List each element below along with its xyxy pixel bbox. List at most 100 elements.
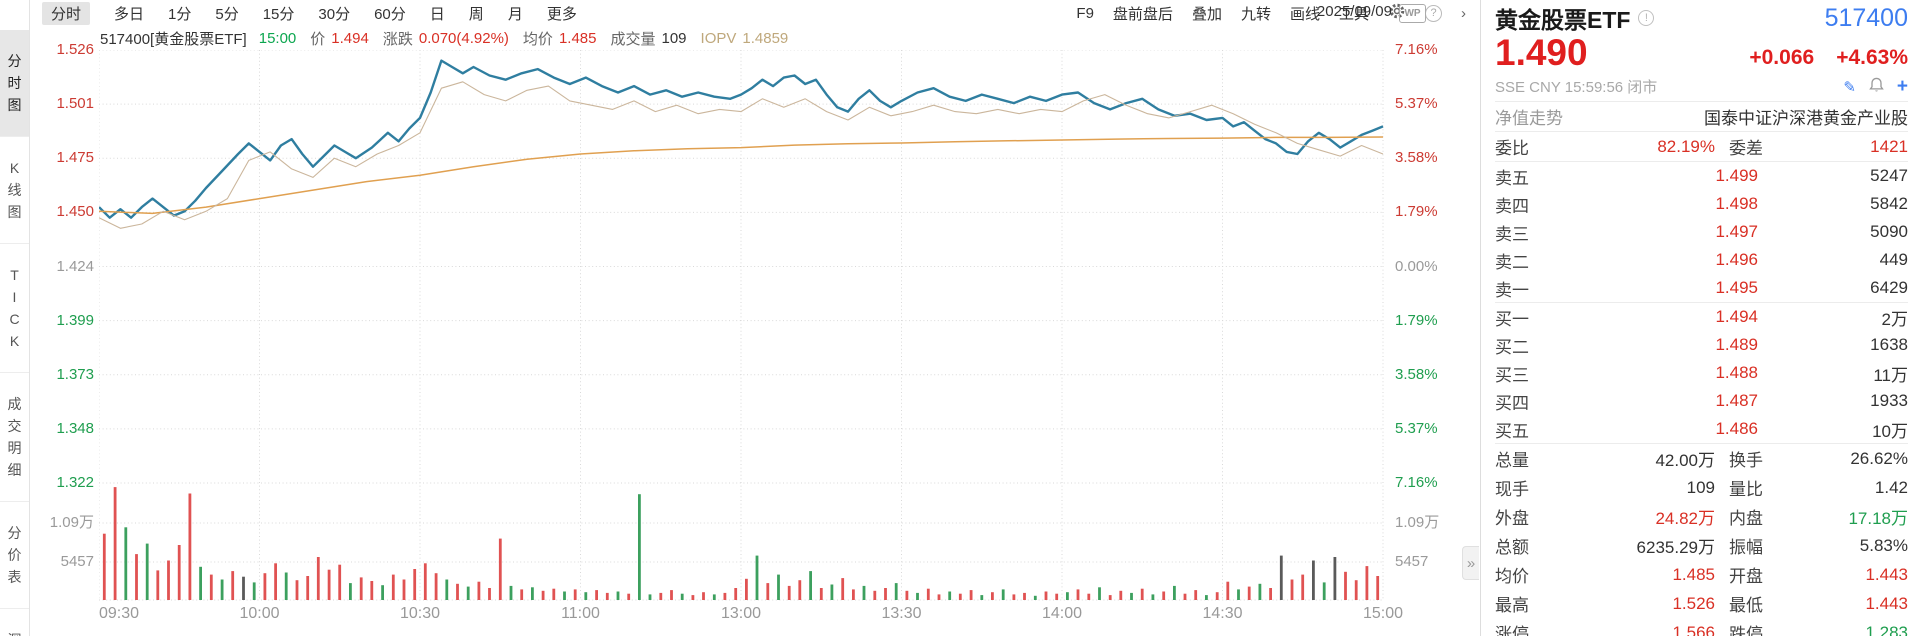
main-area: 分时 多日 1分 5分 15分 30分 60分 日 周 月 更多 F9 盘前盘后 叠加 九转 画线 工具? › 5… [30,0,1480,636]
bell-icon[interactable] [1869,77,1884,97]
timeshare-chart[interactable] [99,50,1399,610]
ask-row[interactable]: 卖四 1.498 5842 [1495,190,1908,218]
toolbar-pre-post-market[interactable]: 盘前盘后 [1112,5,1173,23]
toolbar-f9[interactable]: F9 [1076,4,1094,22]
volume-bar [862,585,866,600]
wp-window-icon[interactable]: WP [1399,4,1426,23]
series-均价 [99,136,1384,215]
volume-bar [284,572,288,600]
volume-bar [1108,595,1112,600]
sidebar-item-depth[interactable]: 深度 [0,609,29,636]
volume-bar [809,571,812,600]
sidebar-item-price-table[interactable]: 分价表 [0,502,29,609]
edit-icon[interactable]: ✎ [1843,78,1856,96]
volume-bar [1279,555,1283,600]
stat-value: 1.283 [1865,622,1908,636]
axis-label: 7.16% [1395,474,1438,491]
volume-bar [777,574,780,600]
bid-row[interactable]: 买五 1.486 10万 [1495,415,1908,443]
volume-bar [958,593,962,600]
volume-bar [1194,590,1198,600]
volume-bar [798,580,802,600]
toolbar-draw-line[interactable]: 画线 [1289,5,1320,23]
sidebar-item-timeshare[interactable]: 分时图 [0,30,29,137]
tab-more[interactable]: 更多 [546,5,577,23]
x-axis-label: 13:30 [881,605,922,622]
infobar-avg: 1.485 [558,29,597,47]
stat-value: 6235.29万 [1636,538,1715,557]
bid-price: 1.486 [1715,419,1758,438]
volume-bar [423,563,427,600]
bid-row[interactable]: 买三 1.488 11万 [1495,359,1908,387]
ask-row[interactable]: 卖二 1.496 449 [1495,246,1908,274]
volume-bar [1226,581,1230,600]
volume-bar [306,576,310,600]
volume-bar [745,578,748,600]
tab-week[interactable]: 周 [468,5,484,23]
volume-bar [359,577,363,600]
tab-1min[interactable]: 1分 [168,5,192,23]
toolbar-nine-turn[interactable]: 九转 [1240,5,1271,23]
info-icon[interactable]: ! [1638,10,1655,26]
panel-collapse-handle[interactable]: » [1462,546,1479,580]
volume-bar [670,590,673,600]
toolbar-tools[interactable]: 工具 [1338,5,1369,23]
stat-label: 外盘 [1495,509,1529,528]
volume-bar [905,590,909,600]
volume-bar [616,591,620,600]
help-icon[interactable]: ? [1425,4,1442,22]
sidebar-item-trade-detail[interactable]: 成交明细 [0,373,29,502]
volume-bar [274,563,277,600]
volume-bar [242,576,245,600]
infobar-price: 1.494 [331,29,369,47]
sidebar-item-char: K [9,333,20,349]
sidebar-item-char: C [9,311,20,327]
stats-grid: 总量 42.00万 换手 26.62% 现手 109 量比 1.42 外盘 24.82万 内盘 17.… [1495,444,1908,636]
tab-30min[interactable]: 30分 [318,5,351,23]
volume-bar [445,579,449,600]
sidebar-item-char: 深 [8,629,22,636]
tab-15min[interactable]: 15分 [262,5,295,23]
tab-day[interactable]: 日 [429,5,445,23]
toolbar-overlay[interactable]: 叠加 [1191,5,1222,23]
axis-label: 1.399 [56,311,94,329]
stat-value: 109 [1686,477,1715,497]
tab-timeshare[interactable]: 分时 [42,1,91,25]
weicha-label: 委差 [1729,139,1763,158]
x-axis-label: 14:00 [1041,605,1083,622]
volume-bar [830,584,834,600]
volume-bar [456,583,459,600]
x-axis-label: 14:30 [1202,605,1243,622]
x-axis-label: 09:30 [99,605,140,622]
bid-row[interactable]: 买四 1.487 1933 [1495,387,1908,415]
ask-row[interactable]: 卖一 1.495 6429 [1495,274,1908,302]
add-icon[interactable]: + [1896,75,1908,97]
ask-row[interactable]: 卖三 1.497 5090 [1495,218,1908,246]
toolbar-expand-arrow-icon[interactable]: › [1461,4,1466,22]
bid-price: 1.487 [1715,391,1758,410]
tab-multiday[interactable]: 多日 [114,5,145,23]
bid-volume: 10万 [1872,421,1908,441]
volume-bar [916,592,919,600]
axis-label: 1.526 [56,41,94,58]
ask-label: 卖三 [1495,224,1529,244]
stat-label: 总额 [1495,538,1529,557]
infobar-iopv-label: IOPV [700,29,737,47]
volume-bar [231,571,235,600]
infobar-iopv: 1.4859 [742,29,789,47]
volume-bar [584,592,588,600]
bid-row[interactable]: 买一 1.494 2万 [1495,303,1908,331]
ask-volume: 5247 [1870,166,1908,185]
ask-row[interactable]: 卖五 1.499 5247 [1495,162,1908,190]
tab-5min[interactable]: 5分 [215,5,239,23]
axis-label: 5.37% [1395,95,1438,113]
tab-60min[interactable]: 60分 [374,5,406,23]
stat-label: 内盘 [1729,509,1763,528]
bid-row[interactable]: 买二 1.489 1638 [1495,331,1908,359]
volume-bar [1033,595,1037,600]
stat-value: 1.443 [1865,593,1908,613]
nav-row[interactable]: 净值走势 国泰中证沪深港黄金产业股 [1495,102,1908,132]
tab-month[interactable]: 月 [507,5,523,23]
